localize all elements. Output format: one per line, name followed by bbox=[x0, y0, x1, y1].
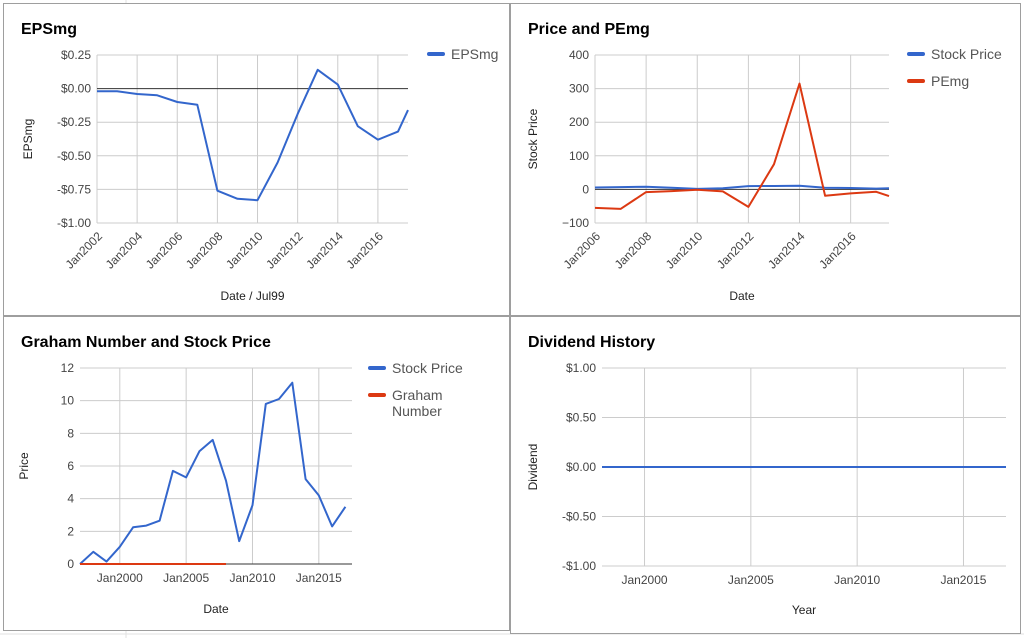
x-tick-label: Jan2005 bbox=[728, 573, 774, 587]
y-tick-label: 0 bbox=[67, 557, 74, 571]
x-tick-label: Jan2010 bbox=[229, 571, 275, 585]
graham-number-chart: Graham Number and Stock Price 0 2 4 6 8 10 12 Ja… bbox=[17, 334, 463, 616]
x-tick-label: Jan2015 bbox=[940, 573, 986, 587]
x-tick-label: Jan2012 bbox=[263, 229, 306, 272]
y-tick-label: $1.00 bbox=[566, 361, 596, 375]
epsmg-chart: EPSmg$0.25$0.00-$0.25-$0.50-$0.75-$1.00J… bbox=[21, 21, 498, 303]
y-tick-label: 200 bbox=[569, 115, 589, 129]
x-tick-label: Jan2000 bbox=[622, 573, 668, 587]
dividend-history-chart: Dividend History $1.00 $0.50 $0.00 -$0.50 -$1… bbox=[526, 334, 1006, 617]
y-tick-label: 10 bbox=[61, 394, 75, 408]
y-tick-label: -$0.25 bbox=[57, 115, 91, 129]
y-axis-label: EPSmg bbox=[21, 119, 35, 160]
y-tick-label: -$0.50 bbox=[562, 510, 596, 524]
y-tick-label: -$1.00 bbox=[562, 559, 596, 573]
y-tick-label: -$1.00 bbox=[57, 216, 91, 230]
series-line bbox=[79, 381, 347, 565]
x-tick-label: Jan2002 bbox=[63, 229, 106, 272]
chart-panel-graham[interactable]: Graham Number and Stock Price 0 2 4 6 8 10 12 Ja… bbox=[3, 316, 510, 631]
legend-label: Graham Number bbox=[392, 387, 443, 419]
y-tick-label: −100 bbox=[562, 216, 589, 230]
chart-title: Dividend History bbox=[528, 334, 655, 351]
x-tick-label: Jan2010 bbox=[663, 229, 706, 272]
y-tick-label: 0 bbox=[582, 182, 589, 196]
y-tick-label: 8 bbox=[67, 426, 74, 440]
series-line bbox=[594, 82, 890, 210]
x-tick-label: Jan2006 bbox=[143, 229, 186, 272]
x-tick-label: Jan2014 bbox=[765, 229, 808, 272]
y-tick-label: 12 bbox=[61, 361, 75, 375]
y-tick-label: $0.50 bbox=[566, 411, 596, 425]
chart-title: Price and PEmg bbox=[528, 21, 650, 38]
legend-label: PEmg bbox=[931, 73, 969, 89]
y-tick-label: 400 bbox=[569, 48, 589, 62]
x-tick-label: Jan2010 bbox=[223, 229, 266, 272]
y-axis-label: Dividend bbox=[526, 444, 540, 491]
y-tick-label: 2 bbox=[67, 524, 74, 538]
x-tick-label: Jan2016 bbox=[344, 229, 387, 272]
chart-panel-price-pemg[interactable]: Price and PEmg 400 300 200 100 0 −100 Jan2006 Ja… bbox=[510, 3, 1021, 316]
x-tick-label: Jan2014 bbox=[303, 229, 346, 272]
y-axis-label: Price bbox=[17, 452, 31, 480]
x-tick-label: Jan2006 bbox=[561, 229, 604, 272]
x-axis-label: Date / Jul99 bbox=[220, 289, 284, 303]
y-tick-label: $0.25 bbox=[61, 48, 91, 62]
chart-panel-dividend[interactable]: Dividend History $1.00 $0.50 $0.00 -$0.50 -$1… bbox=[510, 316, 1021, 634]
y-tick-label: 100 bbox=[569, 149, 589, 163]
x-tick-label: Jan2016 bbox=[816, 229, 859, 272]
y-axis-label: Stock Price bbox=[526, 108, 540, 169]
x-tick-label: Jan2005 bbox=[163, 571, 209, 585]
x-axis-label: Year bbox=[792, 603, 816, 617]
x-tick-label: Jan2000 bbox=[97, 571, 143, 585]
x-axis-label: Date bbox=[203, 602, 229, 616]
series-line bbox=[594, 184, 890, 190]
x-tick-label: Jan2008 bbox=[612, 229, 655, 272]
legend-label: EPSmg bbox=[451, 46, 498, 62]
legend-label: Stock Price bbox=[392, 360, 463, 376]
x-tick-label: Jan2012 bbox=[714, 229, 757, 272]
chart-title: EPSmg bbox=[21, 21, 77, 38]
y-tick-label: -$0.50 bbox=[57, 149, 91, 163]
x-axis-label: Date bbox=[729, 289, 755, 303]
x-tick-label: Jan2015 bbox=[296, 571, 342, 585]
y-tick-label: -$0.75 bbox=[57, 182, 91, 196]
legend-label: Stock Price bbox=[931, 46, 1002, 62]
y-tick-label: 4 bbox=[67, 492, 74, 506]
chart-title: Graham Number and Stock Price bbox=[21, 334, 271, 351]
y-tick-label: 300 bbox=[569, 82, 589, 96]
y-tick-label: 6 bbox=[67, 459, 74, 473]
y-tick-label: $0.00 bbox=[566, 460, 596, 474]
series-line bbox=[97, 68, 409, 202]
x-tick-label: Jan2008 bbox=[183, 229, 226, 272]
y-tick-label: $0.00 bbox=[61, 82, 91, 96]
x-tick-label: Jan2004 bbox=[103, 229, 146, 272]
x-tick-label: Jan2010 bbox=[834, 573, 880, 587]
chart-panel-epsmg[interactable]: EPSmg $0.25 $0.00 -$0.25 -$0.50 -$0.75 -$1.00 J… bbox=[3, 3, 510, 316]
